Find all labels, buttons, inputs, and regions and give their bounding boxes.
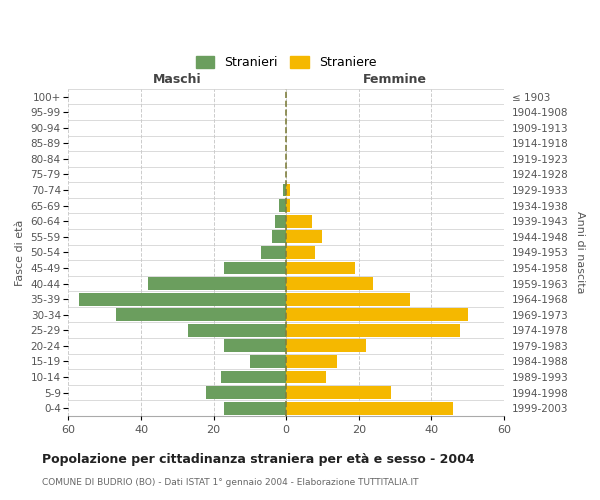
Text: COMUNE DI BUDRIO (BO) - Dati ISTAT 1° gennaio 2004 - Elaborazione TUTTITALIA.IT: COMUNE DI BUDRIO (BO) - Dati ISTAT 1° ge… <box>42 478 419 487</box>
Bar <box>148 277 286 290</box>
Y-axis label: Anni di nascita: Anni di nascita <box>575 211 585 294</box>
Bar <box>286 200 290 212</box>
Bar <box>286 370 326 384</box>
Bar <box>224 340 286 352</box>
Bar <box>261 246 286 259</box>
Bar <box>275 215 286 228</box>
Bar <box>286 184 290 196</box>
Text: Popolazione per cittadinanza straniera per età e sesso - 2004: Popolazione per cittadinanza straniera p… <box>42 452 475 466</box>
Bar <box>286 386 391 399</box>
Legend: Stranieri, Straniere: Stranieri, Straniere <box>192 52 380 73</box>
Bar <box>286 355 337 368</box>
Bar <box>116 308 286 321</box>
Text: Femmine: Femmine <box>363 74 427 86</box>
Bar <box>279 200 286 212</box>
Bar <box>272 230 286 243</box>
Bar <box>224 262 286 274</box>
Text: Maschi: Maschi <box>153 74 202 86</box>
Bar <box>206 386 286 399</box>
Bar <box>286 324 460 336</box>
Bar <box>286 277 373 290</box>
Bar <box>286 340 366 352</box>
Bar <box>286 402 453 414</box>
Bar <box>286 230 322 243</box>
Bar <box>250 355 286 368</box>
Bar <box>286 292 410 306</box>
Bar <box>188 324 286 336</box>
Bar <box>224 402 286 414</box>
Y-axis label: Fasce di età: Fasce di età <box>15 219 25 286</box>
Bar <box>286 215 311 228</box>
Bar <box>286 262 355 274</box>
Bar <box>283 184 286 196</box>
Bar <box>286 246 315 259</box>
Bar <box>79 292 286 306</box>
Bar <box>221 370 286 384</box>
Bar <box>286 308 467 321</box>
